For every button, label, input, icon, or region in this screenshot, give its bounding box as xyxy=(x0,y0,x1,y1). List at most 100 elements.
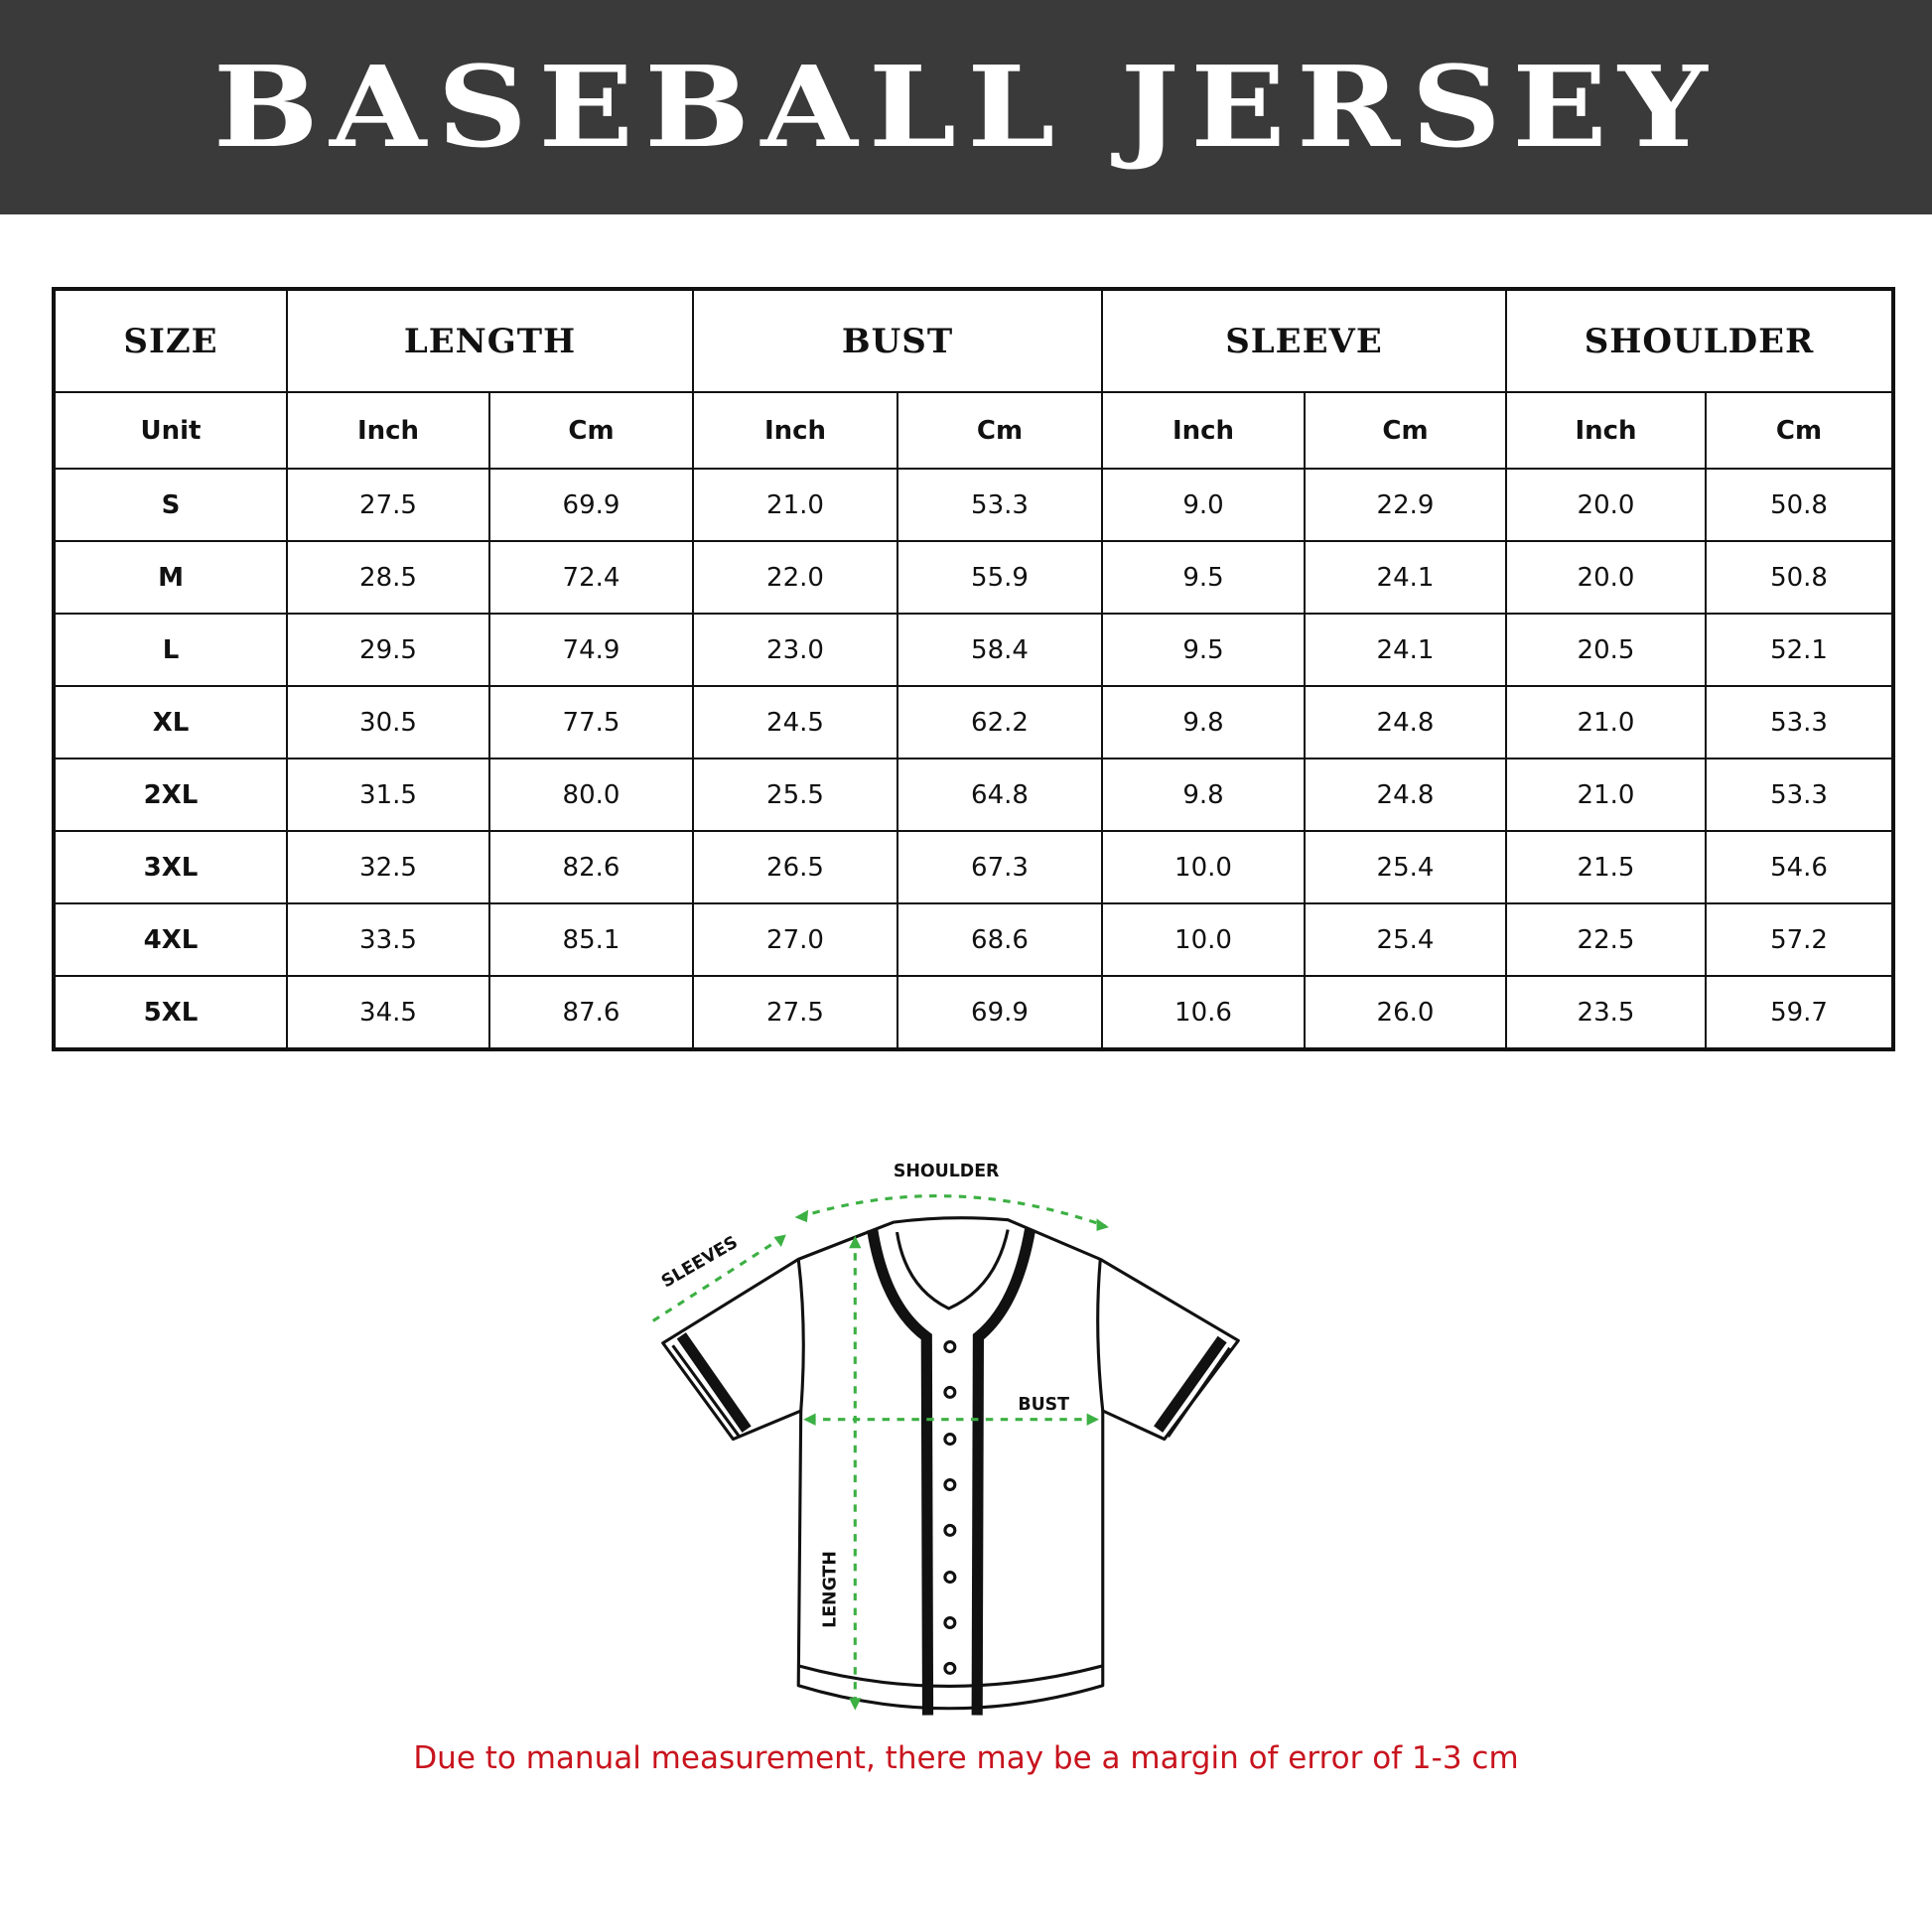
value-cell: 9.0 xyxy=(1101,468,1306,542)
value-cell: 9.8 xyxy=(1101,758,1306,832)
table-row: 3XL 32.5 82.6 26.5 67.3 10.0 25.4 21.5 54.6 xyxy=(53,830,1895,904)
value-cell: 25.4 xyxy=(1304,830,1507,904)
value-cell: 28.5 xyxy=(286,540,490,615)
button-icon xyxy=(943,1523,957,1537)
value-cell: 27.5 xyxy=(692,975,898,1050)
header-sleeve: SLEEVE xyxy=(1101,288,1507,393)
table-row: 5XL 34.5 87.6 27.5 69.9 10.6 26.0 23.5 59.7 xyxy=(53,975,1895,1050)
value-cell: 62.2 xyxy=(897,685,1103,759)
unit-cell: Inch xyxy=(1101,391,1306,470)
shoulder-label: SHOULDER xyxy=(894,1162,1000,1181)
button-icon xyxy=(943,1477,957,1492)
header-bust: BUST xyxy=(692,288,1103,393)
value-cell: 67.3 xyxy=(897,830,1103,904)
value-cell: 9.5 xyxy=(1101,613,1306,687)
length-label: LENGTH xyxy=(820,1551,840,1628)
size-cell: L xyxy=(53,613,288,687)
value-cell: 24.1 xyxy=(1304,540,1507,615)
value-cell: 72.4 xyxy=(488,540,694,615)
bust-label: BUST xyxy=(1018,1395,1069,1415)
unit-cell: Cm xyxy=(1704,391,1895,470)
value-cell: 23.0 xyxy=(692,613,898,687)
value-cell: 22.5 xyxy=(1505,902,1707,977)
value-cell: 32.5 xyxy=(286,830,490,904)
size-cell: 4XL xyxy=(53,902,288,977)
value-cell: 21.0 xyxy=(1505,685,1707,759)
value-cell: 31.5 xyxy=(286,758,490,832)
size-cell: M xyxy=(53,540,288,615)
shoulder-measure-line xyxy=(797,1194,1106,1228)
measure-arrows xyxy=(773,1209,1109,1711)
value-cell: 52.1 xyxy=(1704,613,1895,687)
value-cell: 57.2 xyxy=(1704,902,1895,977)
value-cell: 26.5 xyxy=(692,830,898,904)
value-cell: 22.0 xyxy=(692,540,898,615)
value-cell: 10.6 xyxy=(1101,975,1306,1050)
value-cell: 25.4 xyxy=(1304,902,1507,977)
value-cell: 20.5 xyxy=(1505,613,1707,687)
size-cell: 5XL xyxy=(53,975,288,1050)
value-cell: 26.0 xyxy=(1304,975,1507,1050)
page-title: BASEBALL JERSEY xyxy=(213,42,1719,173)
value-cell: 24.8 xyxy=(1304,685,1507,759)
button-icon xyxy=(943,1385,957,1399)
unit-cell: Inch xyxy=(1505,391,1707,470)
header-size: SIZE xyxy=(53,288,288,393)
value-cell: 64.8 xyxy=(897,758,1103,832)
value-cell: 21.5 xyxy=(1505,830,1707,904)
table-row: L 29.5 74.9 23.0 58.4 9.5 24.1 20.5 52.1 xyxy=(53,613,1895,687)
table-row: S 27.5 69.9 21.0 53.3 9.0 22.9 20.0 50.8 xyxy=(53,468,1895,542)
value-cell: 27.5 xyxy=(286,468,490,542)
value-cell: 77.5 xyxy=(488,685,694,759)
sleeves-label: SLEEVES xyxy=(658,1233,742,1293)
value-cell: 9.8 xyxy=(1101,685,1306,759)
value-cell: 9.5 xyxy=(1101,540,1306,615)
value-cell: 58.4 xyxy=(897,613,1103,687)
header-length: LENGTH xyxy=(286,288,694,393)
size-cell: XL xyxy=(53,685,288,759)
value-cell: 59.7 xyxy=(1704,975,1895,1050)
value-cell: 20.0 xyxy=(1505,468,1707,542)
button-icon xyxy=(943,1433,957,1447)
value-cell: 22.9 xyxy=(1304,468,1507,542)
button-icon xyxy=(943,1661,957,1675)
sleeve-measure-line xyxy=(651,1236,782,1322)
unit-cell: Inch xyxy=(692,391,898,470)
value-cell: 21.0 xyxy=(692,468,898,542)
table-row: 2XL 31.5 80.0 25.5 64.8 9.8 24.8 21.0 53.3 xyxy=(53,758,1895,832)
value-cell: 74.9 xyxy=(488,613,694,687)
size-chart-table: SIZE LENGTH BUST SLEEVE SHOULDER Unit In… xyxy=(52,287,1896,1051)
group-header-row: SIZE LENGTH BUST SLEEVE SHOULDER xyxy=(53,288,1895,393)
value-cell: 21.0 xyxy=(1505,758,1707,832)
value-cell: 10.0 xyxy=(1101,902,1306,977)
value-cell: 50.8 xyxy=(1704,468,1895,542)
value-cell: 55.9 xyxy=(897,540,1103,615)
value-cell: 34.5 xyxy=(286,975,490,1050)
title-banner: BASEBALL JERSEY xyxy=(0,0,1932,214)
value-cell: 87.6 xyxy=(488,975,694,1050)
value-cell: 20.0 xyxy=(1505,540,1707,615)
value-cell: 30.5 xyxy=(286,685,490,759)
measurement-note: Due to manual measurement, there may be … xyxy=(413,1740,1519,1776)
value-cell: 33.5 xyxy=(286,902,490,977)
value-cell: 54.6 xyxy=(1704,830,1895,904)
value-cell: 29.5 xyxy=(286,613,490,687)
table-row: M 28.5 72.4 22.0 55.9 9.5 24.1 20.0 50.8 xyxy=(53,540,1895,615)
value-cell: 53.3 xyxy=(1704,758,1895,832)
buttons xyxy=(943,1339,957,1675)
button-icon xyxy=(943,1615,957,1630)
size-cell: 2XL xyxy=(53,758,288,832)
table-row: XL 30.5 77.5 24.5 62.2 9.8 24.8 21.0 53.3 xyxy=(53,685,1895,759)
value-cell: 85.1 xyxy=(488,902,694,977)
button-icon xyxy=(943,1571,957,1585)
value-cell: 24.5 xyxy=(692,685,898,759)
value-cell: 25.5 xyxy=(692,758,898,832)
unit-cell: Cm xyxy=(1304,391,1507,470)
unit-cell: Cm xyxy=(897,391,1103,470)
button-icon xyxy=(943,1339,957,1354)
value-cell: 69.9 xyxy=(897,975,1103,1050)
placket-stripes xyxy=(676,1228,1227,1716)
size-cell: 3XL xyxy=(53,830,288,904)
value-cell: 10.0 xyxy=(1101,830,1306,904)
value-cell: 50.8 xyxy=(1704,540,1895,615)
